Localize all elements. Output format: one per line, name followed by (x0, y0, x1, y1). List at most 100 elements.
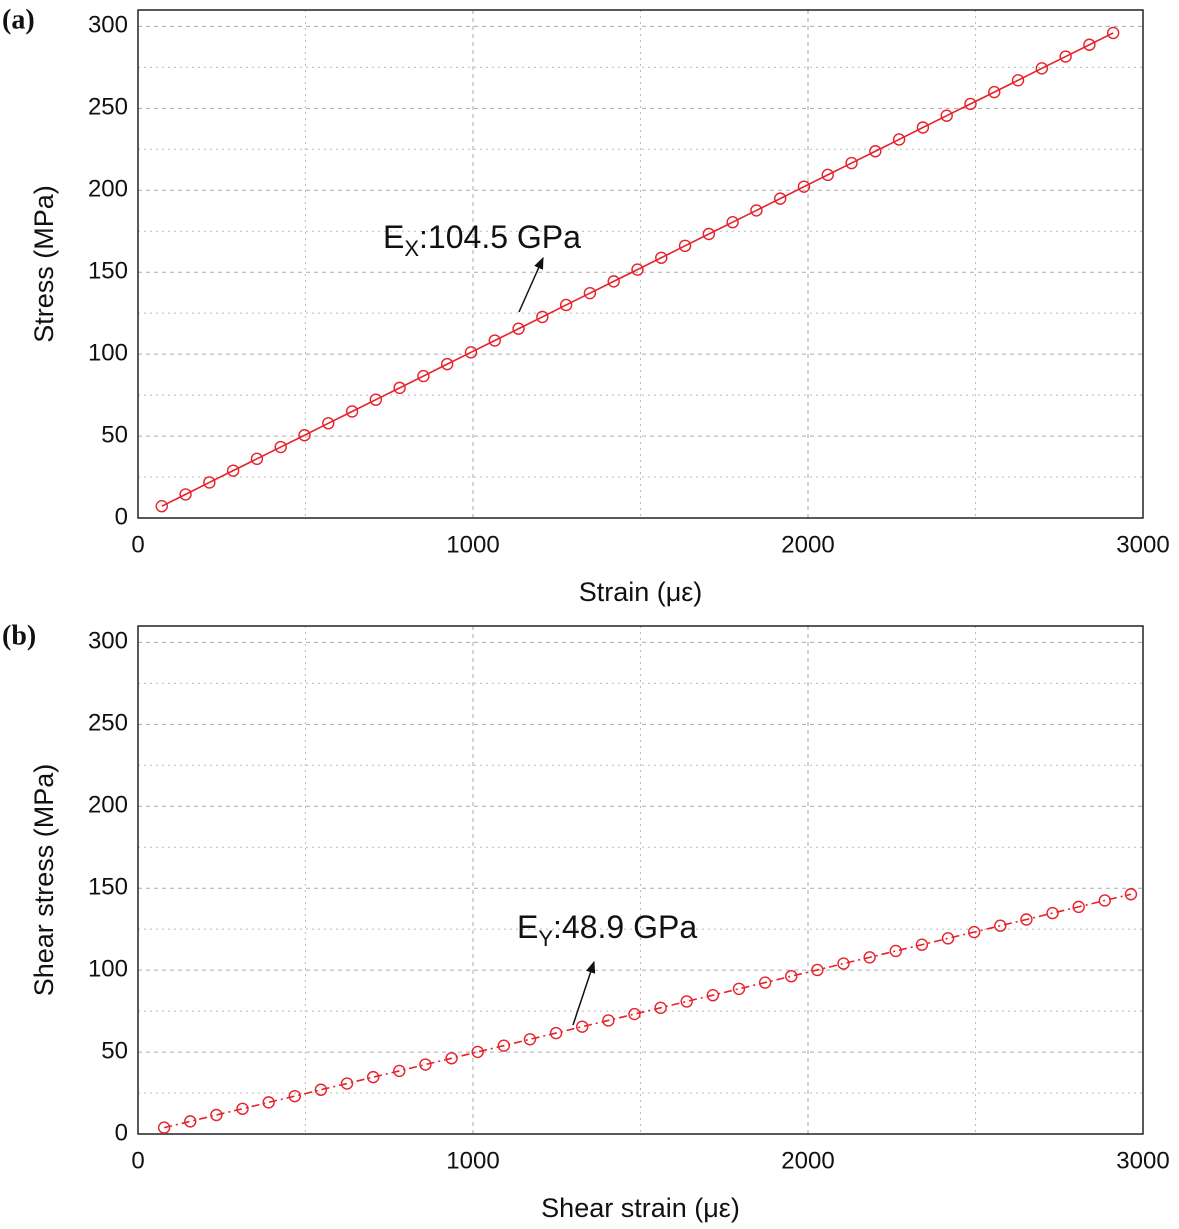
data-point (203, 476, 216, 489)
data-point (157, 1121, 171, 1134)
data-point (441, 357, 454, 371)
y-tick-label: 50 (101, 421, 128, 448)
data-point (631, 263, 644, 276)
annotation-arrow (572, 960, 596, 1026)
annotation-main: E (517, 909, 538, 945)
data-point (726, 216, 739, 229)
data-point (1011, 74, 1025, 87)
y-axis-title: Stress (MPa) (29, 185, 59, 343)
y-tick-label: 250 (88, 710, 128, 737)
data-point (607, 275, 620, 288)
x-axis-title: Shear strain (με) (541, 1193, 740, 1223)
data-point (994, 919, 1007, 932)
data-point (773, 192, 787, 205)
data-point (863, 951, 876, 964)
data-point (576, 1020, 589, 1033)
data-point (549, 1026, 563, 1040)
data-point (583, 286, 597, 300)
x-tick-label: 2000 (781, 531, 834, 558)
data-point (512, 322, 525, 335)
data-point (1106, 26, 1120, 40)
data-point (628, 1007, 641, 1021)
data-point (964, 97, 977, 111)
x-tick-label: 3000 (1116, 1147, 1169, 1174)
data-point (916, 121, 930, 134)
data-point (236, 1102, 249, 1115)
data-point (1059, 50, 1072, 63)
y-tick-label: 250 (88, 94, 128, 121)
data-point (988, 85, 1001, 99)
data-point (655, 251, 668, 264)
data-point (366, 1070, 380, 1084)
annotation: EX:104.5 GPa (383, 219, 581, 260)
plot-frame (137, 9, 1144, 519)
data-point (889, 944, 902, 958)
y-tick-label: 200 (88, 176, 128, 203)
annotation-suffix: :48.9 GPa (553, 909, 697, 945)
data-point (1020, 913, 1033, 926)
data-point (497, 1039, 511, 1052)
y-tick-label: 0 (115, 503, 128, 530)
y-tick-label: 50 (101, 1037, 128, 1064)
y-tick-label: 300 (88, 12, 128, 39)
data-point (1098, 894, 1112, 907)
data-point (892, 133, 906, 146)
data-point (837, 957, 850, 970)
data-point (250, 452, 264, 466)
data-point (274, 440, 287, 454)
annotation: EY:48.9 GPa (517, 909, 697, 950)
data-point (184, 1115, 197, 1128)
data-point (314, 1083, 328, 1096)
x-tick-label: 0 (131, 531, 144, 558)
y-tick-label: 300 (88, 628, 128, 655)
data-point (821, 168, 834, 182)
data-point (758, 976, 772, 989)
data-point (445, 1052, 458, 1065)
y-tick-label: 100 (88, 339, 128, 366)
data-point (288, 1089, 301, 1103)
y-tick-label: 200 (88, 792, 128, 819)
y-tick-label: 150 (88, 874, 128, 901)
x-tick-label: 3000 (1116, 531, 1169, 558)
data-point (1124, 888, 1138, 901)
y-axis-title: Shear stress (MPa) (29, 764, 59, 997)
x-tick-label: 1000 (446, 1147, 499, 1174)
data-point (417, 369, 430, 383)
data-point (1083, 38, 1096, 51)
data-point (179, 488, 192, 501)
data-point (940, 109, 953, 122)
data-point (345, 405, 359, 418)
data-point (702, 227, 716, 241)
data-point (298, 429, 311, 442)
data-point (262, 1096, 275, 1109)
data-point (536, 310, 549, 324)
data-point (155, 500, 168, 513)
data-point (559, 298, 573, 312)
data-point (941, 932, 955, 945)
data-point (811, 963, 824, 977)
panel-label: (a) (2, 4, 35, 35)
data-point (322, 417, 335, 430)
data-point (523, 1033, 537, 1046)
annotation-arrow (518, 256, 544, 313)
series-line (163, 893, 1132, 1129)
data-point (1072, 900, 1085, 914)
annotation-subscript: Y (538, 926, 553, 951)
data-point (1035, 62, 1049, 75)
data-point (340, 1077, 354, 1090)
x-axis-title: Strain (με) (579, 577, 703, 607)
data-point (226, 464, 240, 477)
annotation-main: E (383, 219, 404, 255)
x-tick-label: 2000 (781, 1147, 834, 1174)
data-point (680, 995, 693, 1008)
data-point (210, 1108, 223, 1122)
y-tick-label: 0 (115, 1119, 128, 1146)
data-point (732, 982, 746, 996)
data-point (785, 969, 798, 983)
series-line (161, 32, 1114, 507)
data-point (419, 1058, 432, 1071)
data-point (488, 334, 501, 347)
data-point (654, 1001, 667, 1015)
annotation-suffix: :104.5 GPa (419, 219, 581, 255)
data-point (915, 938, 929, 951)
